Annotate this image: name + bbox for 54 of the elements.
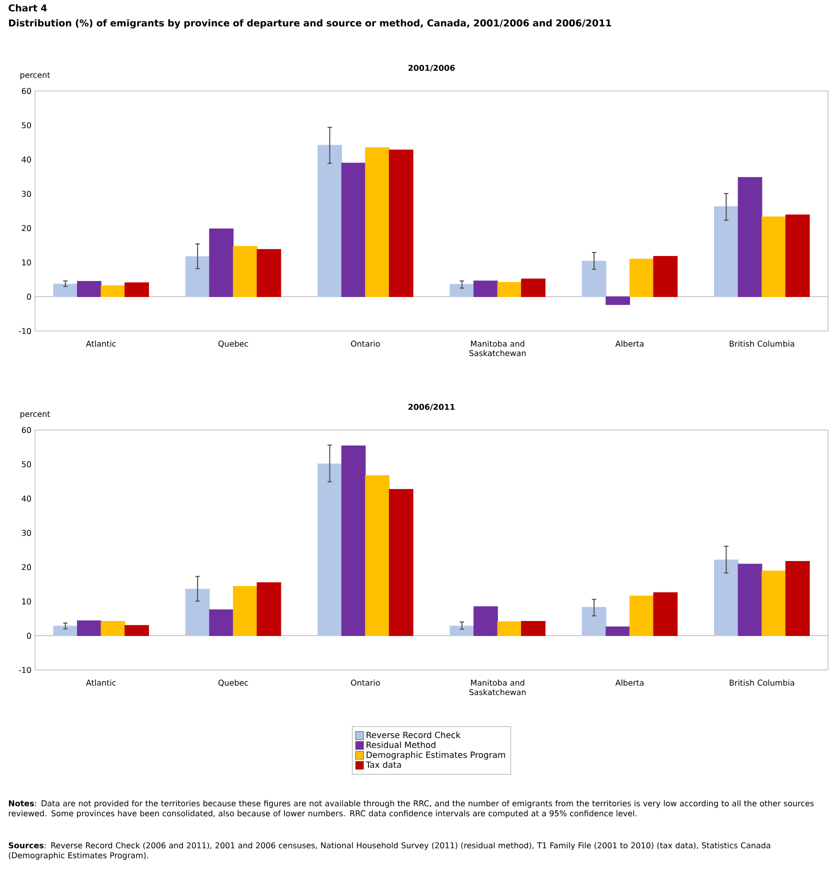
- bar: [100, 621, 126, 636]
- bar: [785, 561, 810, 636]
- bar: [185, 588, 210, 636]
- bar: [209, 228, 234, 298]
- bar: [762, 570, 786, 636]
- bar: [388, 489, 414, 636]
- bar: [762, 216, 786, 298]
- bar: [185, 256, 210, 298]
- bar: [521, 621, 546, 636]
- bar: [785, 214, 810, 298]
- bar: [76, 620, 102, 636]
- bar: [473, 606, 498, 636]
- bar: [100, 285, 126, 298]
- bar: [497, 621, 522, 636]
- caption: Chart 4: [8, 4, 47, 12]
- legend-label: Residual Method: [366, 741, 436, 748]
- bar: [256, 249, 282, 298]
- text: Distribution (%) of emigrants by province of departure and source or method, Canada, 2001/2006 and 2006/2011: [9, 19, 612, 28]
- bar: [606, 626, 630, 636]
- bar: [497, 282, 522, 298]
- legend-label: Demographic Estimates Program: [366, 751, 506, 760]
- bar: [124, 625, 149, 636]
- bar: [209, 609, 234, 636]
- bar: [53, 284, 78, 298]
- bar: [450, 626, 474, 636]
- bar: [738, 564, 762, 636]
- bar: [653, 256, 678, 298]
- bar: [714, 560, 738, 636]
- bar: [341, 445, 366, 636]
- bar: [365, 475, 390, 636]
- bar: [341, 162, 366, 298]
- bar: [629, 258, 654, 298]
- bar: [232, 586, 258, 636]
- bar: [582, 606, 606, 636]
- legend-label: Tax data: [366, 761, 401, 768]
- bar: [318, 144, 342, 298]
- bar: [629, 596, 654, 636]
- bar: [521, 278, 546, 298]
- bar: [76, 280, 102, 298]
- bar: [232, 246, 258, 298]
- bar: [738, 177, 762, 298]
- bar: [53, 626, 78, 636]
- bar: [653, 592, 678, 636]
- bar: [365, 147, 390, 298]
- bar: [606, 296, 630, 305]
- legend-label: Reverse Record Check: [366, 732, 461, 738]
- bar: [124, 282, 149, 298]
- bar: [256, 582, 282, 636]
- bar: [318, 464, 342, 636]
- bar: [582, 260, 606, 298]
- bar: [473, 280, 498, 298]
- bar: [714, 206, 738, 298]
- bar: [450, 284, 474, 298]
- bar: [388, 150, 414, 298]
